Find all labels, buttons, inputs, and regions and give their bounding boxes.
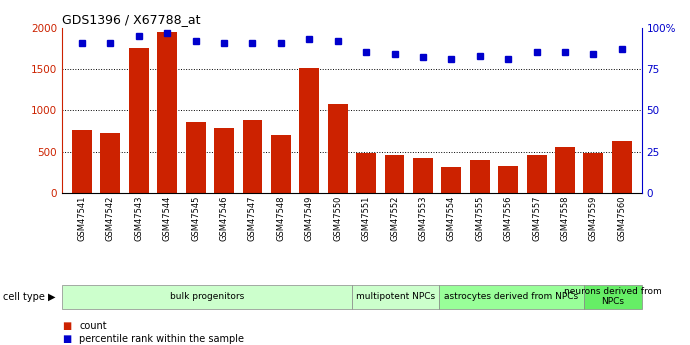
Bar <box>498 166 518 193</box>
Bar <box>299 68 319 193</box>
Bar <box>555 147 575 193</box>
Bar <box>328 104 348 193</box>
Bar <box>101 133 120 193</box>
Text: bulk progenitors: bulk progenitors <box>170 292 244 301</box>
Text: astrocytes derived from NPCs: astrocytes derived from NPCs <box>444 292 578 301</box>
Bar <box>413 158 433 193</box>
Bar <box>129 48 149 193</box>
Bar <box>384 155 404 193</box>
Text: percentile rank within the sample: percentile rank within the sample <box>79 334 244 344</box>
Bar <box>612 141 632 193</box>
Bar <box>584 152 603 193</box>
Bar <box>271 135 290 193</box>
Text: count: count <box>79 321 107 331</box>
Text: multipotent NPCs: multipotent NPCs <box>356 292 435 301</box>
Bar <box>526 155 546 193</box>
Bar <box>157 32 177 193</box>
Bar <box>186 122 206 193</box>
Text: cell type ▶: cell type ▶ <box>3 292 56 302</box>
Text: neurons derived from
NPCs: neurons derived from NPCs <box>564 287 662 306</box>
Bar <box>242 120 262 193</box>
Bar <box>442 167 462 193</box>
Text: ■: ■ <box>62 321 71 331</box>
Text: ■: ■ <box>62 334 71 344</box>
Text: GDS1396 / X67788_at: GDS1396 / X67788_at <box>62 13 201 27</box>
Bar <box>214 128 234 193</box>
Bar <box>356 152 376 193</box>
Bar <box>72 130 92 193</box>
Bar <box>470 160 490 193</box>
